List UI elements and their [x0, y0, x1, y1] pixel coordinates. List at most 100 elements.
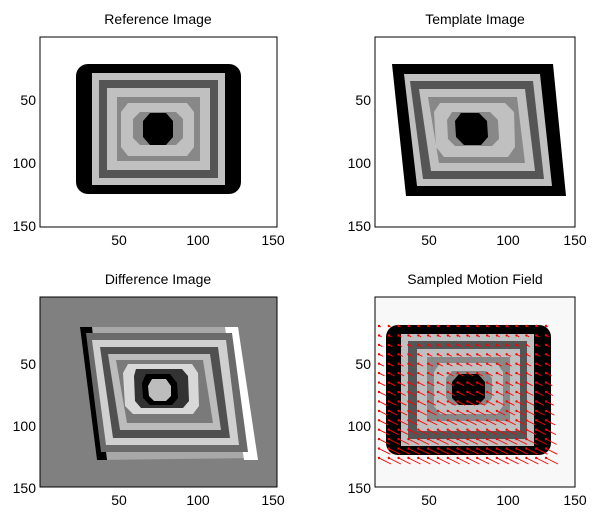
motion-vector — [486, 457, 500, 465]
motion-sample-point — [377, 447, 381, 450]
motion-sample-point — [407, 334, 410, 337]
motion-sample-point — [436, 409, 440, 413]
motion-vector — [437, 400, 446, 406]
motion-sample-point — [485, 409, 489, 413]
motion-sample-point — [505, 409, 508, 413]
motion-sample-point — [456, 362, 459, 365]
motion-sample-point — [377, 390, 381, 394]
motion-sample-point — [446, 447, 449, 450]
motion-sample-point — [515, 428, 518, 431]
motion-vector — [486, 429, 498, 436]
motion-sample-point — [476, 362, 479, 365]
motion-sample-point — [417, 353, 420, 356]
motion-vector — [467, 457, 480, 465]
motion-sample-point — [397, 419, 400, 422]
motion-sample-point — [535, 353, 538, 356]
motion-vector — [545, 400, 554, 406]
motion-sample-point — [485, 390, 489, 394]
motion-sample-point — [407, 456, 410, 460]
motion-vector — [418, 448, 430, 455]
motion-sample-point — [426, 334, 430, 337]
motion-vector — [418, 429, 429, 436]
motion-sample-point — [407, 324, 410, 328]
motion-sample-point — [436, 437, 440, 441]
motion-vector — [437, 429, 448, 436]
motion-sample-point — [387, 428, 390, 431]
motion-vector — [545, 448, 558, 455]
motion-sample-point — [456, 447, 459, 450]
motion-sample-point — [535, 419, 538, 422]
motion-sample-point — [495, 390, 499, 394]
motion-sample-point — [446, 381, 449, 384]
motion-sample-point — [466, 324, 469, 328]
motion-sample-point — [535, 437, 538, 441]
motion-vector — [408, 391, 416, 396]
motion-sample-point — [495, 437, 499, 441]
reference-xticks: 50 100 150 — [111, 232, 285, 248]
motion-sample-point — [495, 334, 499, 337]
motion-sample-point — [476, 390, 479, 394]
motion-vector — [437, 391, 446, 396]
y-tick-label: 150 — [348, 480, 372, 496]
x-tick-label: 150 — [261, 492, 285, 508]
motion-sample-point — [456, 437, 459, 441]
motion-vector — [496, 448, 509, 455]
motion-sample-point — [515, 334, 518, 337]
motion-sample-point — [525, 381, 528, 384]
motion-sample-point — [417, 428, 420, 431]
motion-sample-point — [407, 400, 410, 403]
motion-sample-point — [436, 353, 440, 356]
motion-sample-point — [485, 400, 489, 403]
motion-sample-point — [397, 390, 400, 394]
difference-xticks: 50 100 150 — [111, 492, 285, 508]
motion-vector — [457, 429, 468, 436]
template-yticks: 50 100 150 — [348, 92, 372, 234]
motion-vector — [427, 391, 436, 396]
y-tick-label: 100 — [13, 418, 37, 434]
motion-vector — [447, 400, 456, 406]
motion-vector — [437, 410, 447, 416]
motion-sample-point — [387, 353, 390, 356]
motion-sample-point — [515, 362, 518, 365]
motion-sample-point — [535, 324, 538, 328]
motion-sample-point — [505, 362, 508, 365]
motion-sample-point — [417, 437, 420, 441]
motion-sample-point — [456, 428, 459, 431]
motion-vector — [378, 429, 390, 436]
motion-sample-point — [505, 437, 508, 441]
motion-vector — [378, 457, 392, 465]
motion-sample-point — [456, 353, 459, 356]
motion-vector — [457, 448, 470, 455]
motion-sample-point — [476, 371, 479, 375]
motion-sample-point — [525, 343, 528, 347]
motion-sample-point — [436, 371, 440, 375]
motion-vector — [398, 457, 411, 465]
motion-sample-point — [407, 381, 410, 384]
motion-sample-point — [426, 400, 430, 403]
motion-sample-point — [544, 362, 548, 365]
motion-sample-point — [417, 334, 420, 337]
motion-sample-point — [417, 409, 420, 413]
difference-panel — [39, 296, 278, 488]
motion-sample-point — [397, 371, 400, 375]
motion-sample-point — [535, 409, 538, 413]
motion-vector — [427, 429, 439, 436]
motion-sample-point — [505, 381, 508, 384]
motion-vector — [418, 438, 430, 445]
reference-pattern — [76, 64, 241, 194]
y-tick-label: 100 — [348, 155, 372, 171]
motion-vector — [496, 429, 507, 436]
motion-sample-point — [426, 371, 430, 375]
motion-sample-point — [446, 419, 449, 422]
motion-sample-point — [377, 343, 381, 347]
motion-vector — [408, 419, 418, 426]
motion-panel — [374, 296, 576, 488]
motion-sample-point — [387, 324, 390, 328]
motion-vector — [535, 438, 547, 445]
motion-sample-point — [525, 456, 528, 460]
motion-sample-point — [505, 371, 508, 375]
motion-vector — [535, 457, 549, 465]
motion-vector — [457, 457, 470, 465]
motion-sample-point — [544, 428, 548, 431]
